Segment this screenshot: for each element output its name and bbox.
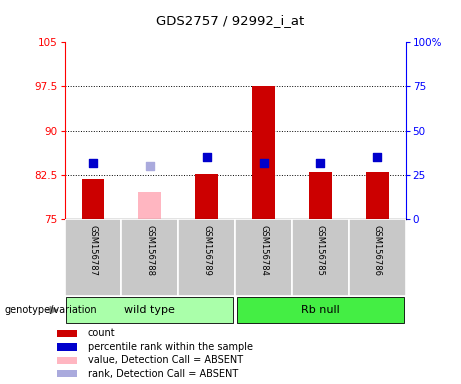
- Text: count: count: [88, 328, 115, 338]
- Text: genotype/variation: genotype/variation: [5, 305, 97, 315]
- Point: [89, 160, 97, 166]
- Bar: [235, 219, 292, 296]
- Text: GSM156784: GSM156784: [259, 225, 268, 276]
- Bar: [82, 179, 104, 219]
- Bar: [195, 174, 218, 219]
- Bar: [57, 357, 77, 364]
- Bar: [65, 219, 121, 296]
- Bar: [57, 370, 77, 377]
- Bar: [121, 219, 178, 296]
- Bar: [138, 192, 161, 219]
- Point: [260, 160, 267, 166]
- Text: GSM156785: GSM156785: [316, 225, 325, 276]
- Bar: [252, 86, 275, 219]
- Text: GSM156789: GSM156789: [202, 225, 211, 276]
- Point: [203, 154, 210, 160]
- Text: GSM156788: GSM156788: [145, 225, 154, 276]
- Text: rank, Detection Call = ABSENT: rank, Detection Call = ABSENT: [88, 369, 238, 379]
- Text: value, Detection Call = ABSENT: value, Detection Call = ABSENT: [88, 355, 243, 365]
- Bar: [57, 330, 77, 337]
- Bar: [178, 219, 235, 296]
- Bar: [309, 172, 332, 219]
- Text: GSM156787: GSM156787: [89, 225, 97, 276]
- Bar: [66, 297, 233, 323]
- Text: GDS2757 / 92992_i_at: GDS2757 / 92992_i_at: [156, 14, 305, 27]
- Point: [373, 154, 381, 160]
- Bar: [292, 219, 349, 296]
- Text: percentile rank within the sample: percentile rank within the sample: [88, 342, 253, 352]
- Bar: [366, 172, 389, 219]
- Text: wild type: wild type: [124, 305, 175, 315]
- Bar: [237, 297, 404, 323]
- Text: GSM156786: GSM156786: [373, 225, 382, 276]
- Bar: [57, 343, 77, 351]
- Text: Rb null: Rb null: [301, 305, 340, 315]
- Point: [146, 163, 154, 169]
- Bar: [349, 219, 406, 296]
- Point: [317, 160, 324, 166]
